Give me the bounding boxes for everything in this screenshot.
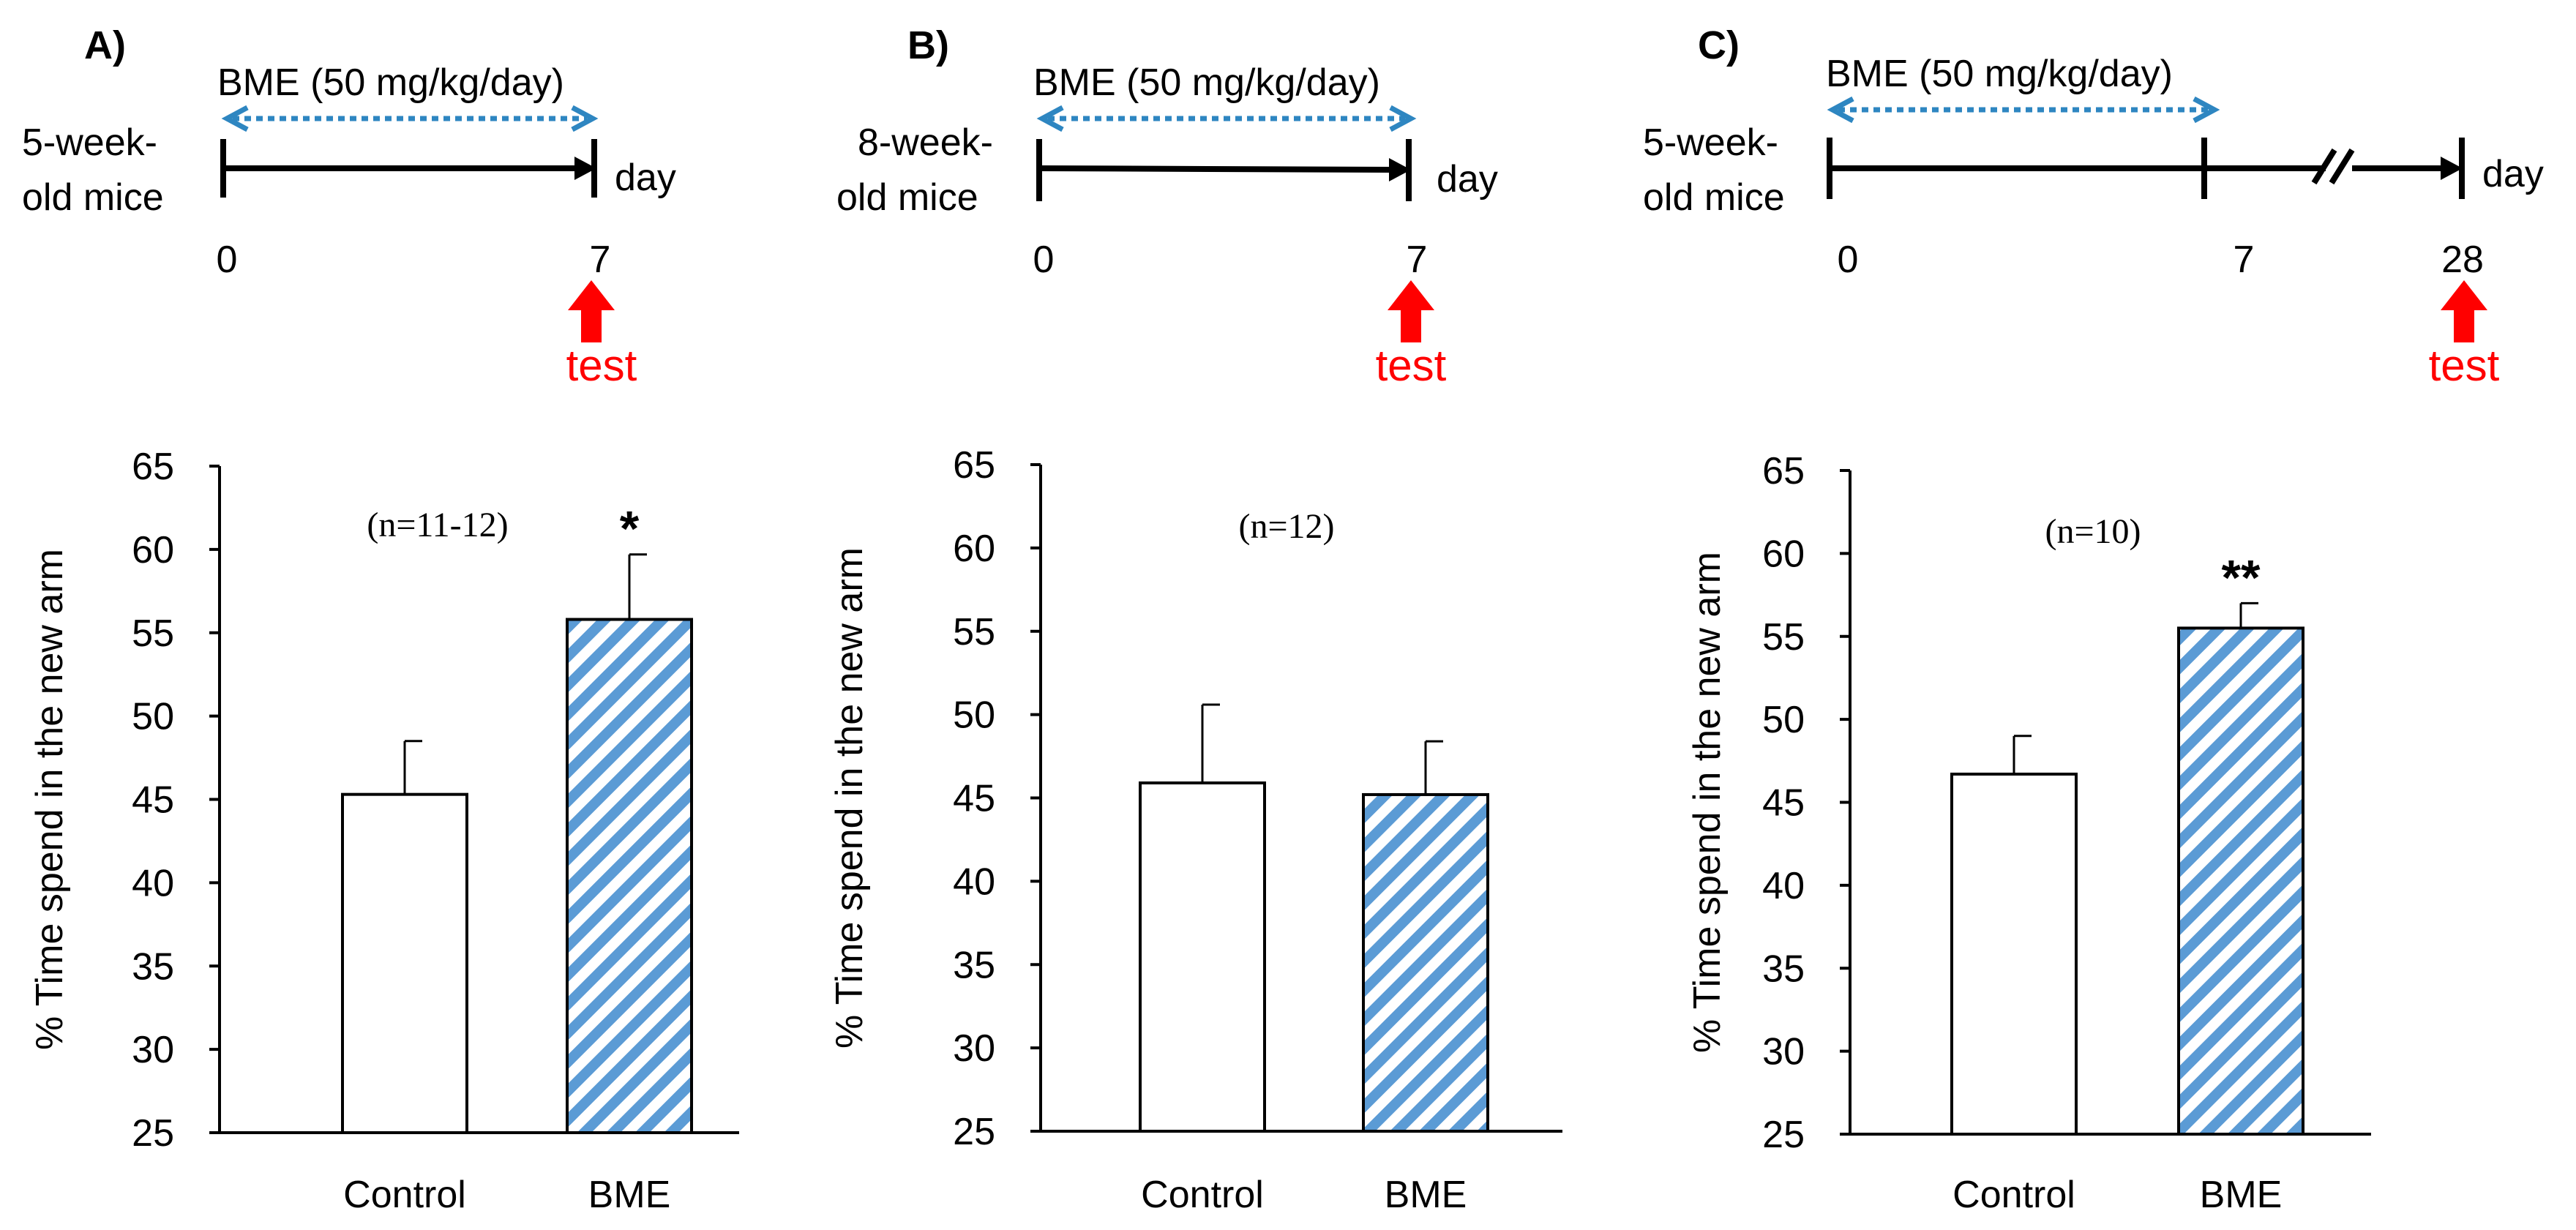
tick-label-c-7: 7 (2234, 239, 2255, 281)
test-arrow-b (1388, 280, 1434, 342)
y-tick-label-a-50: 50 (132, 696, 174, 738)
dose-label-b: BME (50 mg/kg/day) (1033, 61, 1380, 104)
timeline-a: A) BME (50 mg/kg/day) 5-week- old mice d… (22, 23, 676, 390)
tick-label-a-7: 7 (590, 239, 611, 281)
y-tick-label-a-55: 55 (132, 612, 174, 655)
sample-size-label-a: (n=11-12) (367, 506, 508, 544)
bar-chart-c: Control ** BME 25 30 35 40 45 50 55 60 65 % Time spe… (1686, 450, 2371, 1216)
dose-arrow-heads-c (1827, 96, 2220, 124)
mice-line1-a: 5-week- (22, 121, 157, 164)
y-axis-label-b: % Time spend in the new arm (828, 547, 871, 1049)
category-label-a-0: Control (343, 1174, 466, 1216)
y-tick-label-b-60: 60 (953, 528, 995, 570)
bar-c-bme (2177, 626, 2304, 1136)
y-tick-label-b-45: 45 (953, 778, 995, 820)
significance-mark-c: ** (2222, 550, 2261, 605)
timeline-b: B) BME (50 mg/kg/day) 8-week- old mice d… (836, 23, 1498, 390)
y-tick-label-c-60: 60 (1762, 533, 1805, 575)
tick-label-b-7: 7 (1407, 239, 1428, 281)
day-label-c: day (2482, 153, 2544, 195)
mice-line2-a: old mice (22, 176, 164, 219)
mice-line2-b: old mice (836, 176, 978, 219)
category-label-c-1: BME (2200, 1174, 2283, 1216)
panel-label-a: A) (84, 23, 126, 67)
category-label-a-1: BME (588, 1174, 671, 1216)
y-tick-label-b-25: 25 (953, 1111, 995, 1153)
tick-label-c-0: 0 (1838, 239, 1859, 281)
bar-b-bme (1362, 792, 1489, 1133)
mice-line1-c: 5-week- (1643, 121, 1778, 164)
timeline-arrowhead-c (2441, 157, 2463, 180)
tick-label-c-28: 28 (2441, 239, 2484, 281)
timeline-arrowhead-b (1389, 158, 1411, 181)
y-tick-label-a-35: 35 (132, 945, 174, 988)
test-label-a: test (566, 341, 637, 390)
y-tick-label-c-35: 35 (1762, 948, 1805, 990)
y-tick-label-a-30: 30 (132, 1029, 174, 1071)
category-label-c-0: Control (1952, 1174, 2075, 1216)
timeline-axis-b (1038, 165, 1395, 173)
y-axis-label-a: % Time spend in the new arm (29, 549, 71, 1050)
timeline-arrowhead-a (574, 157, 596, 180)
bar-a-bme (566, 618, 693, 1134)
y-tick-label-c-50: 50 (1762, 699, 1805, 741)
dose-label-c: BME (50 mg/kg/day) (1826, 53, 2173, 95)
y-tick-label-a-65: 65 (132, 446, 174, 488)
significance-mark-a: * (620, 501, 640, 557)
dose-arrow-heads-b (1036, 105, 1417, 132)
bar-chart-a: Control * BME 25 30 35 40 45 50 55 60 65 % Time spen… (29, 446, 739, 1216)
bar-chart-b: Control BME 25 30 35 40 45 50 55 60 65 % Time spend… (828, 444, 1562, 1216)
bar-a-control (341, 792, 468, 1134)
y-tick-label-a-45: 45 (132, 779, 174, 822)
dose-label-a: BME (50 mg/kg/day) (217, 61, 564, 104)
axis-break-mark2-c (2329, 148, 2355, 185)
y-axis-label-c: % Time spend in the new arm (1686, 552, 1729, 1053)
tick-label-b-0: 0 (1033, 239, 1055, 281)
y-tick-label-b-40: 40 (953, 860, 995, 903)
panel-label-b: B) (907, 23, 949, 67)
test-arrow-a (568, 280, 615, 342)
bar-c-control (1950, 772, 2078, 1136)
y-tick-label-a-60: 60 (132, 529, 174, 571)
dose-arrow-heads-a (221, 105, 599, 132)
mice-line2-c: old mice (1643, 176, 1785, 219)
y-tick-label-c-45: 45 (1762, 782, 1805, 825)
axis-break-mark1-c (2311, 148, 2337, 185)
category-label-b-0: Control (1141, 1174, 1264, 1216)
y-tick-label-c-65: 65 (1762, 450, 1805, 492)
mice-line1-b: 8-week- (858, 121, 993, 164)
panel-label-c: C) (1698, 23, 1740, 67)
y-tick-label-a-40: 40 (132, 862, 174, 904)
test-label-b: test (1376, 341, 1447, 390)
y-tick-label-c-30: 30 (1762, 1031, 1805, 1073)
day-label-b: day (1437, 158, 1498, 200)
test-label-c: test (2429, 341, 2500, 390)
y-tick-label-b-35: 35 (953, 944, 995, 986)
category-label-b-1: BME (1385, 1174, 1467, 1216)
timeline-c: C) BME (50 mg/kg/day) 5-week- old mice d… (1643, 23, 2544, 390)
y-tick-label-b-65: 65 (953, 444, 995, 487)
tick-label-a-0: 0 (217, 239, 238, 281)
y-tick-label-c-25: 25 (1762, 1114, 1805, 1156)
y-tick-label-b-55: 55 (953, 611, 995, 653)
y-tick-label-b-50: 50 (953, 694, 995, 737)
y-tick-label-b-30: 30 (953, 1027, 995, 1070)
sample-size-label-c: (n=10) (2045, 512, 2141, 551)
sample-size-label-b: (n=12) (1238, 507, 1334, 546)
y-tick-label-c-55: 55 (1762, 616, 1805, 659)
day-label-a: day (615, 157, 676, 199)
test-arrow-c (2441, 280, 2487, 342)
y-tick-label-c-40: 40 (1762, 865, 1805, 907)
y-tick-label-a-25: 25 (132, 1112, 174, 1155)
bar-b-control (1139, 781, 1266, 1133)
